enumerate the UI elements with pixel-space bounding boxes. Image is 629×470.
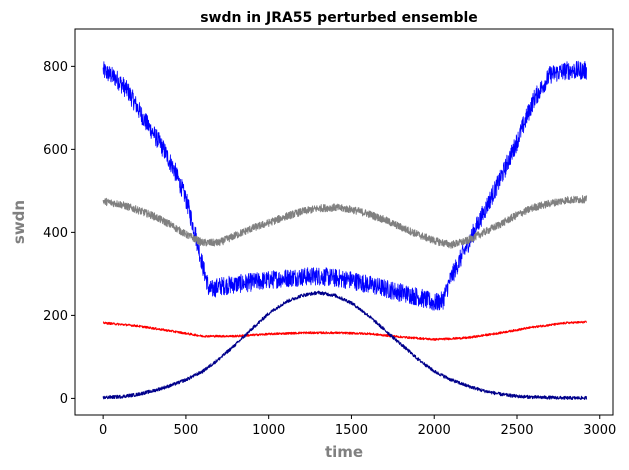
- y-tick-label: 600: [43, 143, 68, 158]
- x-tick-label: 1500: [335, 423, 368, 438]
- y-tick-label: 0: [60, 392, 68, 407]
- series-line-4: [102, 290, 588, 400]
- series-line-1: [102, 60, 587, 311]
- series-line-2: [102, 195, 588, 249]
- x-tick-label: 2000: [418, 423, 451, 438]
- x-tick-label: 500: [173, 423, 198, 438]
- x-tick-label: 3000: [583, 423, 616, 438]
- x-tick-label: 2500: [500, 423, 533, 438]
- y-axis-label: swdn: [10, 200, 28, 244]
- ticks-layer: 0 500 1000 1500 2000 2500 3000 0 200 400 600 800: [43, 60, 616, 438]
- y-tick-label: 400: [43, 226, 68, 241]
- plot-frame: [74, 28, 614, 416]
- series-line-3: [102, 320, 587, 341]
- chart-title: swdn in JRA55 perturbed ensemble: [200, 10, 478, 26]
- y-tick-label: 800: [43, 60, 68, 75]
- x-tick-label: 1000: [252, 423, 285, 438]
- y-tick-label: 200: [43, 309, 68, 324]
- x-axis-label: time: [325, 443, 363, 461]
- x-tick-label: 0: [99, 423, 107, 438]
- series-layer: [102, 60, 588, 400]
